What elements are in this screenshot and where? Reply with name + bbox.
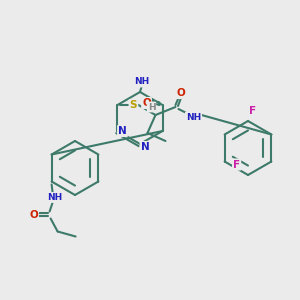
Text: O: O (29, 211, 38, 220)
Text: N: N (118, 126, 127, 136)
Text: O: O (176, 88, 185, 98)
Text: N: N (141, 142, 149, 152)
Text: NH: NH (47, 193, 62, 202)
Text: H: H (148, 103, 155, 112)
Text: O: O (142, 98, 151, 108)
Text: S: S (130, 100, 137, 110)
Text: NH: NH (134, 77, 150, 86)
Text: F: F (233, 160, 240, 170)
Text: F: F (249, 106, 256, 116)
Text: NH: NH (186, 112, 201, 122)
